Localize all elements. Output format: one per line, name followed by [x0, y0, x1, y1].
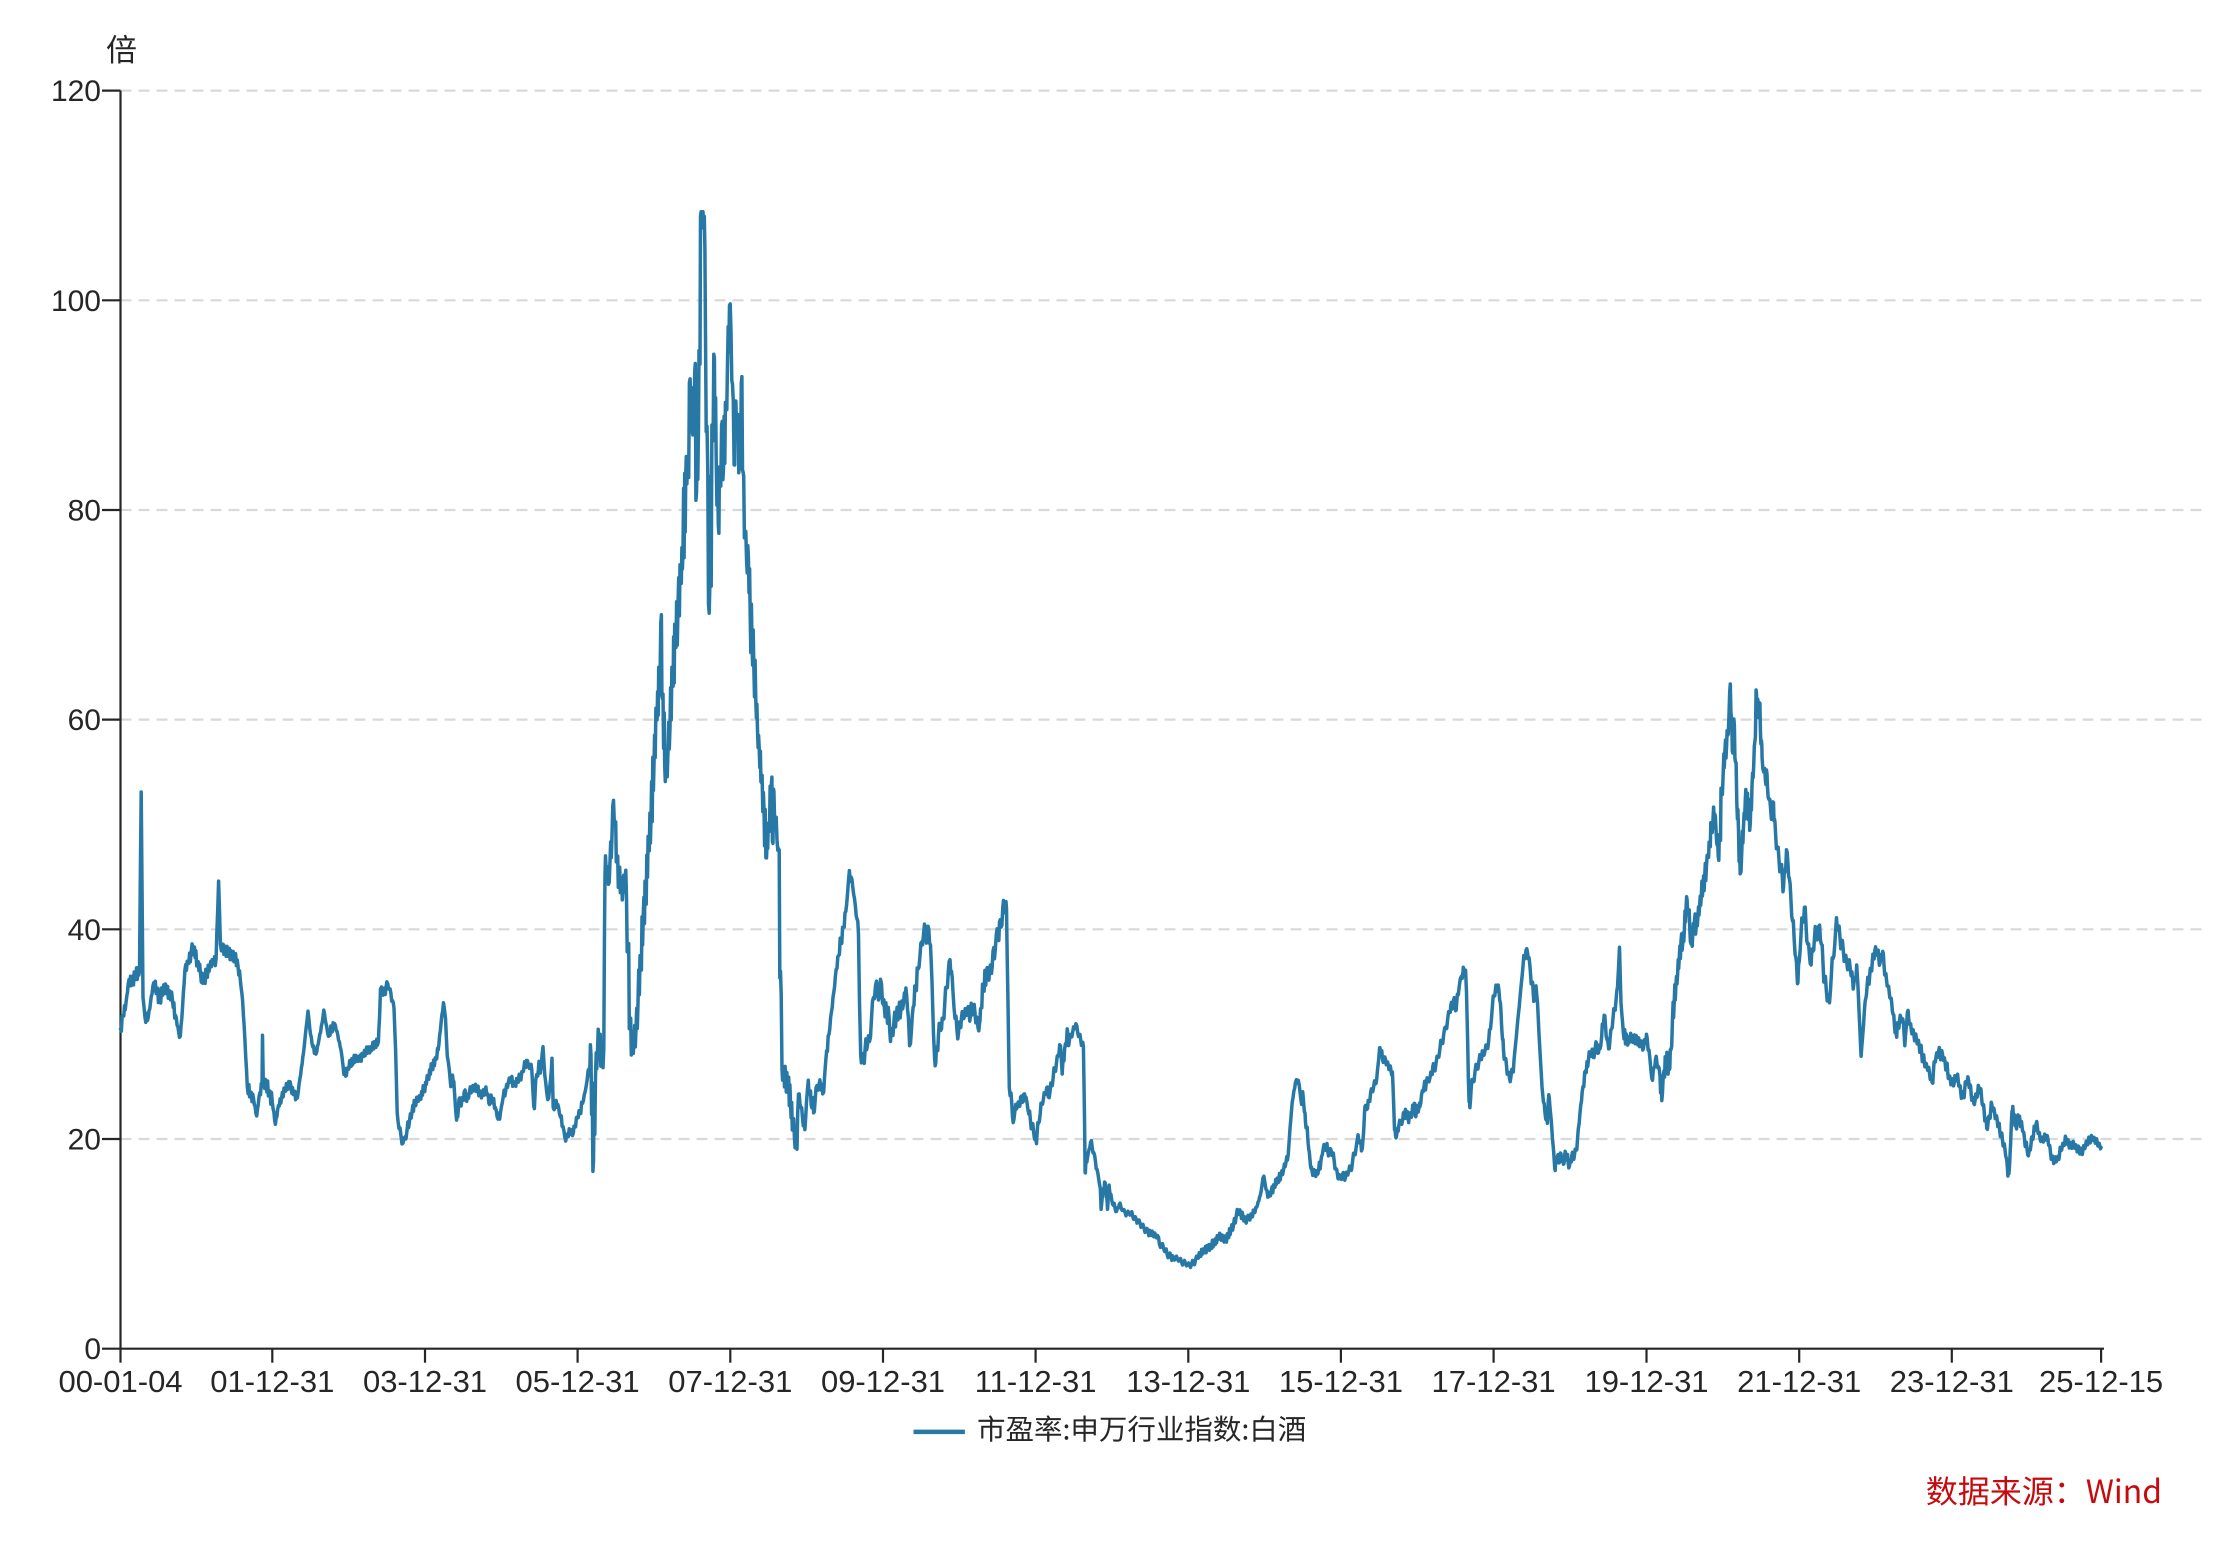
svg-text:00-01-04: 00-01-04 [58, 1364, 182, 1399]
svg-text:01-12-31: 01-12-31 [210, 1364, 334, 1399]
svg-text:11-12-31: 11-12-31 [975, 1364, 1097, 1399]
svg-text:60: 60 [68, 704, 101, 737]
svg-text:07-12-31: 07-12-31 [668, 1364, 792, 1399]
svg-text:15-12-31: 15-12-31 [1279, 1364, 1403, 1399]
svg-text:17-12-31: 17-12-31 [1432, 1364, 1556, 1399]
svg-text:21-12-31: 21-12-31 [1737, 1364, 1861, 1399]
svg-text:100: 100 [51, 285, 101, 318]
svg-text:19-12-31: 19-12-31 [1584, 1364, 1708, 1399]
svg-text:13-12-31: 13-12-31 [1126, 1364, 1250, 1399]
svg-text:25-12-15: 25-12-15 [2039, 1364, 2163, 1399]
svg-text:23-12-31: 23-12-31 [1890, 1364, 2014, 1399]
svg-text:40: 40 [68, 914, 101, 947]
svg-text:0: 0 [84, 1333, 101, 1366]
svg-text:20: 20 [68, 1124, 101, 1157]
svg-text:09-12-31: 09-12-31 [821, 1364, 945, 1399]
svg-text:03-12-31: 03-12-31 [363, 1364, 487, 1399]
svg-text:05-12-31: 05-12-31 [516, 1364, 640, 1399]
svg-text:120: 120 [51, 75, 101, 108]
svg-text:80: 80 [68, 495, 101, 528]
